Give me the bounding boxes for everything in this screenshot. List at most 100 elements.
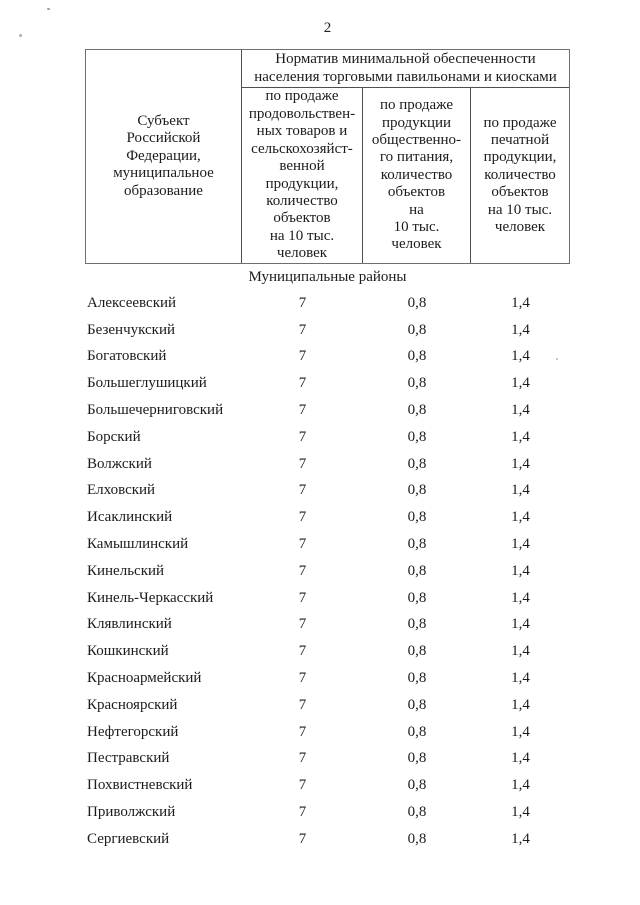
row-press-value: 1,4 [511,830,530,847]
row-press-value: 1,4 [511,455,530,472]
row-press-value: 1,4 [511,750,530,767]
table-row: Исаклинский 7 0,8 1,4 [85,504,570,531]
page-number: 2 [323,20,332,36]
row-district-name: Приволжский [87,804,176,821]
row-catering-value: 0,8 [407,723,427,740]
row-catering-value: 0,8 [407,348,427,365]
row-press-value: 1,4 [511,375,530,392]
row-district-name: Большечерниговский [87,402,224,419]
row-catering-value: 0,8 [407,616,427,633]
row-catering-value: 0,8 [407,830,427,847]
table-row: Елховский 7 0,8 1,4 [85,478,570,505]
row-district-name: Волжский [87,455,152,472]
row-catering-value: 0,8 [407,509,427,526]
row-food-value: 7 [298,830,307,847]
row-catering-value: 0,8 [407,777,427,794]
row-catering-value: 0,8 [407,643,427,660]
row-food-value: 7 [298,294,307,311]
row-catering-value: 0,8 [407,321,427,338]
row-food-value: 7 [298,402,307,419]
row-district-name: Борский [87,428,141,445]
row-food-value: 7 [298,589,307,606]
header-printed-products-column: по продаже печатной продукции, количеств… [470,88,569,263]
scan-artifact [556,358,558,360]
table-row: Кошкинский 7 0,8 1,4 [85,638,570,665]
row-food-value: 7 [298,348,307,365]
row-catering-value: 0,8 [407,428,427,445]
row-food-value: 7 [298,643,307,660]
row-press-value: 1,4 [511,696,530,713]
row-press-value: 1,4 [511,589,530,606]
row-press-value: 1,4 [511,562,530,579]
row-food-value: 7 [298,670,307,687]
row-catering-value: 0,8 [407,375,427,392]
row-press-value: 1,4 [511,509,530,526]
norms-table: Субъект Российской Федерации, муниципаль… [85,49,570,853]
row-district-name: Безенчукский [87,321,176,338]
table-row: Сергиевский 7 0,8 1,4 [85,826,570,853]
row-food-value: 7 [298,696,307,713]
row-district-name: Нефтегорский [87,723,179,740]
table-row: Приволжский 7 0,8 1,4 [85,799,570,826]
row-press-value: 1,4 [511,321,530,338]
header-subject-column: Субъект Российской Федерации, муниципаль… [86,50,242,263]
row-district-name: Камышлинский [87,536,189,553]
row-press-value: 1,4 [511,482,530,499]
row-district-name: Клявлинский [87,616,172,633]
row-district-name: Кинельский [87,562,165,579]
row-catering-value: 0,8 [407,750,427,767]
row-catering-value: 0,8 [407,696,427,713]
table-row: Алексеевский 7 0,8 1,4 [85,290,570,317]
row-catering-value: 0,8 [407,589,427,606]
row-food-value: 7 [298,455,307,472]
row-catering-value: 0,8 [407,536,427,553]
table-row: Кинельский 7 0,8 1,4 [85,558,570,585]
row-district-name: Пестравский [87,750,170,767]
table-row: Богатовский 7 0,8 1,4 [85,344,570,371]
row-food-value: 7 [298,509,307,526]
row-food-value: 7 [298,804,307,821]
table-row: Пестравский 7 0,8 1,4 [85,746,570,773]
row-food-value: 7 [298,562,307,579]
row-catering-value: 0,8 [407,294,427,311]
row-district-name: Красноярский [87,696,178,713]
table-row: Безенчукский 7 0,8 1,4 [85,317,570,344]
row-catering-value: 0,8 [407,482,427,499]
row-district-name: Алексеевский [87,294,177,311]
table-row: Большечерниговский 7 0,8 1,4 [85,397,570,424]
row-food-value: 7 [298,750,307,767]
row-district-name: Большеглушицкий [87,375,207,392]
table-row: Волжский 7 0,8 1,4 [85,451,570,478]
header-catering-column: по продаже продукции общественно- го пит… [362,88,470,263]
row-catering-value: 0,8 [407,402,427,419]
row-district-name: Красноармейский [87,670,202,687]
row-district-name: Кошкинский [87,643,169,660]
row-food-value: 7 [298,375,307,392]
table-row: Камышлинский 7 0,8 1,4 [85,531,570,558]
row-catering-value: 0,8 [407,455,427,472]
row-catering-value: 0,8 [407,670,427,687]
row-catering-value: 0,8 [407,562,427,579]
row-press-value: 1,4 [511,536,530,553]
row-food-value: 7 [298,616,307,633]
header-food-products-column: по продаже продовольствен- ных товаров и… [248,88,356,262]
row-district-name: Богатовский [87,348,167,365]
row-food-value: 7 [298,777,307,794]
row-press-value: 1,4 [511,643,530,660]
row-press-value: 1,4 [511,670,530,687]
row-catering-value: 0,8 [407,804,427,821]
table-row: Похвистневский 7 0,8 1,4 [85,772,570,799]
row-press-value: 1,4 [511,804,530,821]
table-header: Субъект Российской Федерации, муниципаль… [85,49,570,264]
row-food-value: 7 [298,428,307,445]
row-district-name: Сергиевский [87,830,170,847]
row-food-value: 7 [298,482,307,499]
table-row: Кинель-Черкасский 7 0,8 1,4 [85,585,570,612]
row-district-name: Кинель-Черкасский [87,589,214,606]
row-press-value: 1,4 [511,777,530,794]
row-food-value: 7 [298,321,307,338]
row-press-value: 1,4 [511,402,530,419]
row-district-name: Елховский [87,482,156,499]
row-press-value: 1,4 [511,348,530,365]
row-district-name: Похвистневский [87,777,193,794]
